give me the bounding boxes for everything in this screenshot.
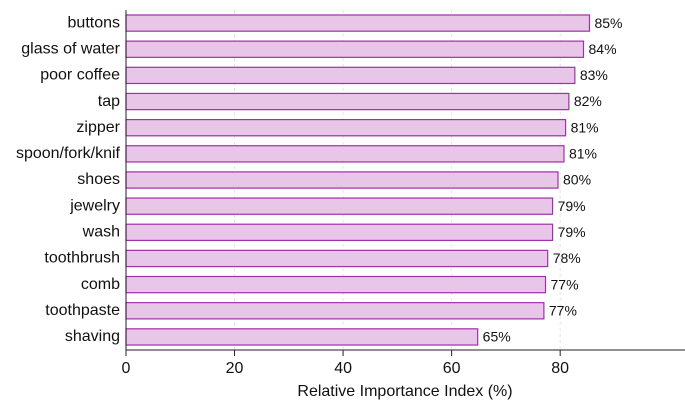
bar [125,66,576,85]
value-label: 79% [558,198,586,214]
x-tick-label: 80 [551,360,569,377]
value-label: 85% [594,15,622,31]
bar [125,171,559,189]
y-tick-label: comb [81,276,120,293]
bar [125,328,479,346]
bar [125,14,591,32]
bar [125,275,547,294]
value-label: 65% [483,329,511,345]
y-tick-label: shaving [65,328,120,345]
bar [125,40,585,58]
y-tick-label: jewelry [69,197,120,214]
value-label: 80% [563,172,591,188]
x-tick-label: 0 [122,360,131,377]
bar [125,249,549,268]
y-tick-label: toothbrush [44,250,120,267]
bar [125,92,570,111]
y-tick-label: toothpaste [45,302,120,319]
value-label: 82% [574,93,602,109]
y-tick-label: shoes [77,171,120,188]
x-tick-label: 60 [443,360,461,377]
y-tick-label: glass of water [21,40,120,57]
value-label: 81% [571,119,599,135]
value-label: 83% [580,67,608,83]
y-tick-label: wash [82,224,120,241]
value-label: 77% [551,276,579,292]
bar [125,302,545,320]
x-tick-label: 20 [226,360,244,377]
bar [125,197,554,215]
value-label: 84% [589,41,617,57]
x-tick-label: 40 [334,360,352,377]
y-tick-label: tap [98,93,120,110]
y-tick-label: poor coffee [40,67,120,84]
value-label: 81% [569,146,597,162]
value-label: 77% [549,302,577,318]
y-tick-label: spoon/fork/knif [16,145,121,162]
bar [125,118,567,137]
bar [125,223,554,242]
y-tick-label: zipper [76,119,120,136]
x-axis-title: Relative Importance Index (%) [297,383,512,400]
value-label: 79% [558,224,586,240]
bar [125,145,565,163]
value-label: 78% [553,250,581,266]
y-tick-label: buttons [68,14,120,31]
